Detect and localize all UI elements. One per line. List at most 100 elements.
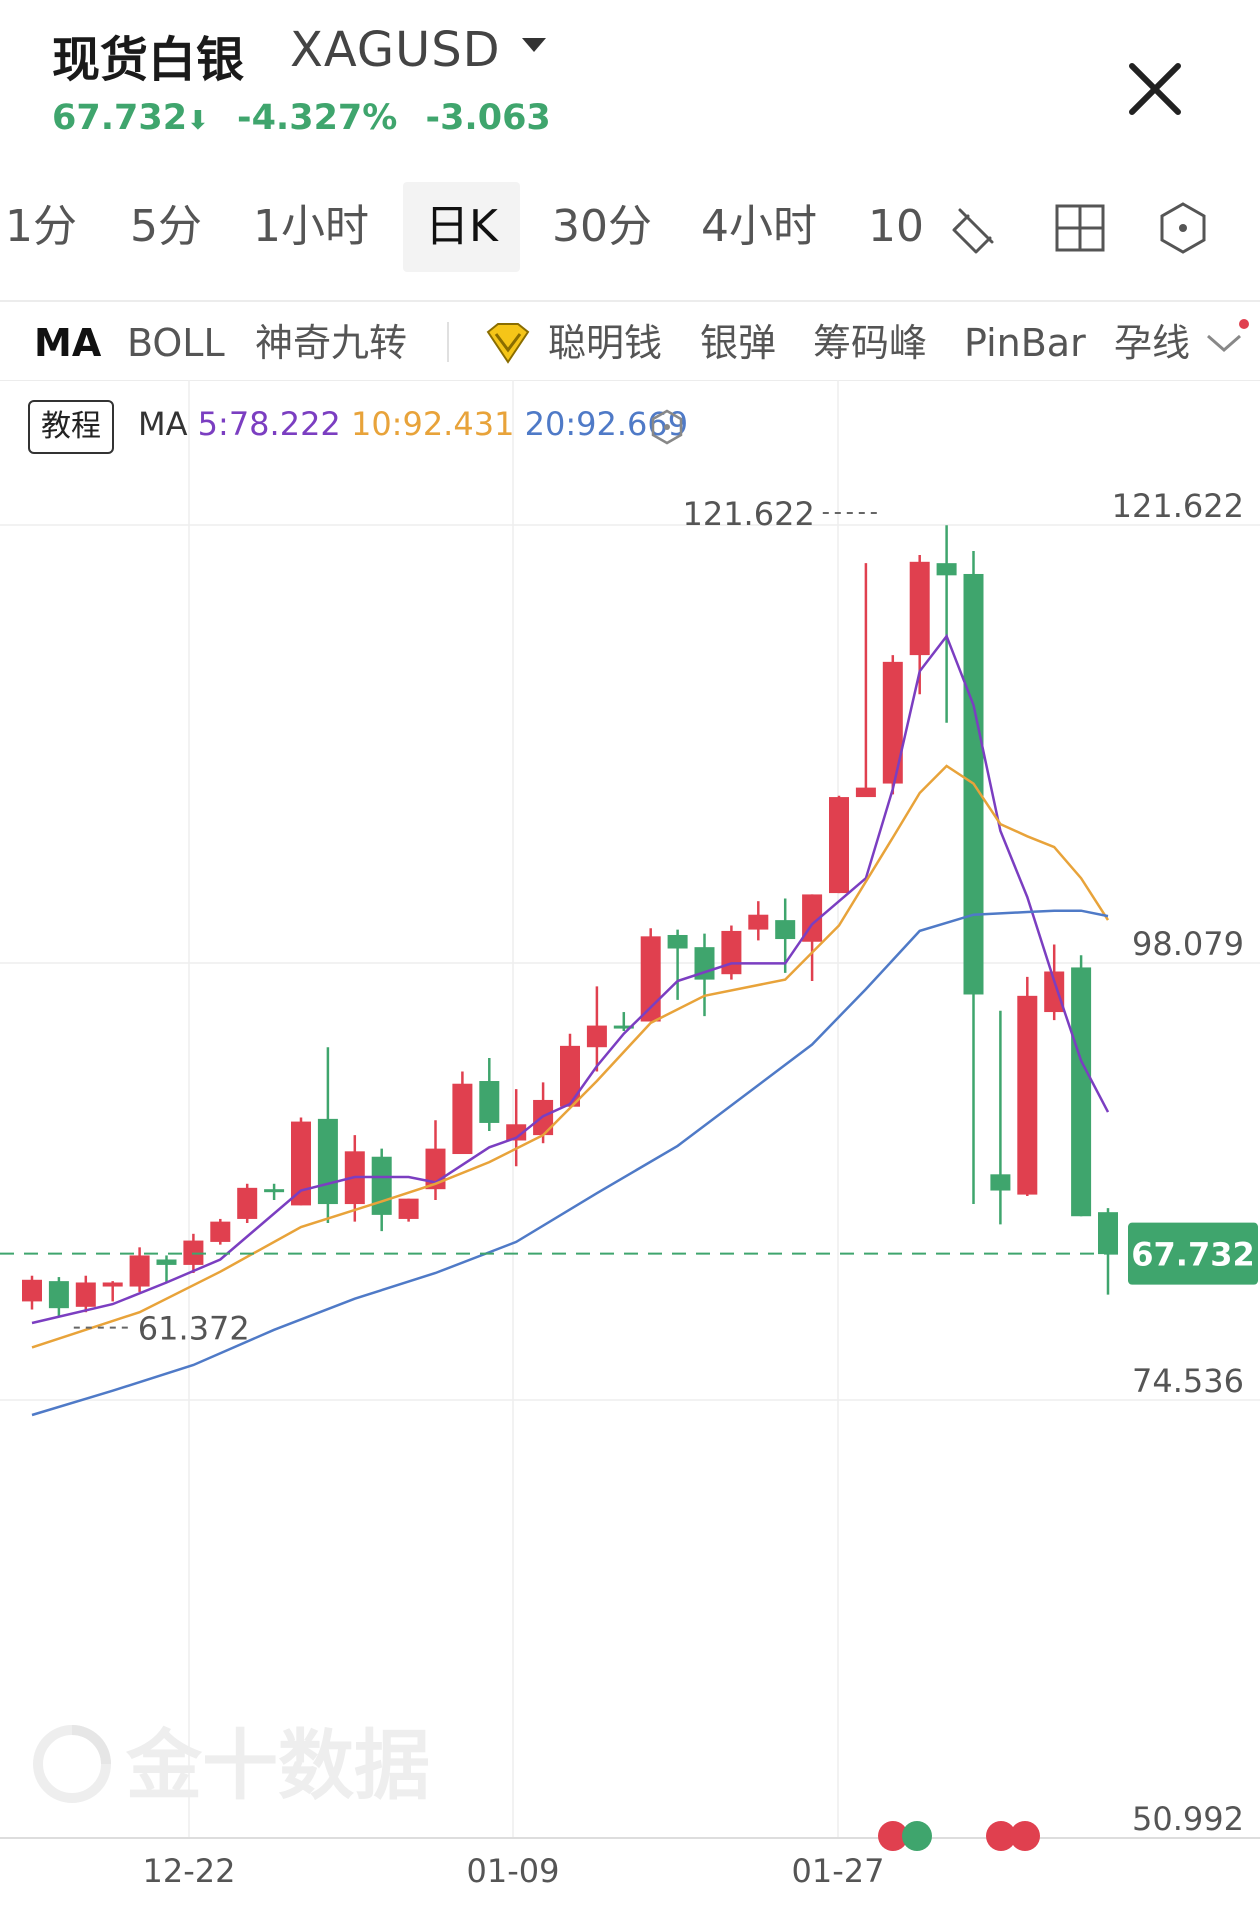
indicator-smart-money[interactable]: 聪明钱 — [548, 321, 663, 365]
candle[interactable] — [802, 894, 823, 981]
indicator-inside-bar[interactable]: 孕线 — [1114, 321, 1191, 365]
candle[interactable] — [425, 1120, 446, 1201]
tab-daily[interactable]: 日K — [403, 182, 520, 272]
indicator-chip-peak[interactable]: 筹码峰 — [813, 321, 928, 365]
candle-body — [560, 1045, 580, 1107]
candle-body — [264, 1189, 285, 1193]
ma5-line — [31, 633, 1110, 1325]
x-tick-label: 12-22 — [143, 1852, 236, 1890]
candle[interactable] — [882, 655, 903, 795]
y-tick-label: 98.079 — [1132, 925, 1244, 963]
chevron-down-icon[interactable] — [520, 34, 548, 54]
y-tick-label: 121.622 — [1112, 487, 1244, 525]
indicator-silver-bullet[interactable]: 银弹 — [700, 321, 777, 365]
instrument-symbol[interactable]: XAGUSD — [290, 22, 501, 78]
close-icon[interactable] — [1126, 60, 1184, 118]
candle-body — [990, 1174, 1011, 1191]
candle[interactable] — [990, 1010, 1011, 1225]
candle-body — [317, 1118, 338, 1205]
candle-body — [102, 1282, 123, 1287]
change-percent: -4.327% — [237, 98, 398, 138]
indicator-td-sequential[interactable]: 神奇九转 — [255, 321, 408, 365]
candle[interactable] — [748, 901, 769, 941]
candle[interactable] — [156, 1255, 177, 1283]
candle[interactable] — [560, 1033, 580, 1107]
tab-1min[interactable]: 1分 — [5, 201, 77, 252]
diamond-badge-icon — [486, 323, 530, 364]
watermark-text: 金十数据 — [125, 1721, 430, 1810]
tutorial-button[interactable]: 教程 — [28, 400, 114, 454]
chevron-down-icon[interactable] — [1200, 318, 1252, 364]
candle[interactable] — [963, 550, 984, 1205]
candle-body — [156, 1259, 177, 1265]
candle[interactable] — [936, 525, 957, 723]
candle[interactable] — [210, 1218, 231, 1245]
event-marker[interactable] — [986, 1821, 1016, 1851]
indicator-ma[interactable]: MA — [34, 321, 102, 365]
low-marker-label: 61.372 — [138, 1310, 250, 1348]
tab-10[interactable]: 10 — [868, 201, 924, 252]
candle[interactable] — [102, 1281, 123, 1302]
candle[interactable] — [1017, 976, 1038, 1196]
candle[interactable] — [721, 925, 742, 980]
indicator-pinbar[interactable]: PinBar — [964, 321, 1086, 365]
candle-body — [613, 1025, 634, 1029]
candle[interactable] — [129, 1247, 150, 1292]
candle[interactable] — [1071, 955, 1092, 1217]
candle-body — [398, 1198, 419, 1219]
candle-body — [1098, 1212, 1118, 1255]
candle[interactable] — [1098, 1208, 1118, 1295]
pencil-ruler-icon[interactable] — [946, 200, 1002, 256]
candle-body — [22, 1279, 42, 1302]
candle-body — [775, 920, 796, 940]
candle-body — [909, 561, 930, 656]
candle[interactable] — [291, 1117, 311, 1206]
candle-body — [506, 1124, 527, 1141]
candle[interactable] — [237, 1183, 258, 1223]
tab-4hour[interactable]: 4小时 — [701, 201, 817, 252]
candle[interactable] — [586, 986, 607, 1072]
candle-body — [237, 1187, 258, 1219]
candle[interactable] — [48, 1277, 69, 1317]
hexagon-settings-icon[interactable] — [648, 408, 686, 446]
event-marker[interactable] — [878, 1821, 908, 1851]
candle[interactable] — [506, 1089, 527, 1167]
candle[interactable] — [452, 1071, 473, 1155]
tab-30min[interactable]: 30分 — [552, 201, 652, 252]
candlestick-chart[interactable]: 金十数据 121.622 61.372 121.622 98.079 74.536 50… — [0, 380, 1260, 1917]
candle[interactable] — [667, 929, 688, 1000]
chart-grid — [0, 380, 1260, 1839]
current-price-label: 67.732 — [1131, 1236, 1254, 1274]
candle-body — [129, 1255, 150, 1287]
grid-layout-icon[interactable] — [1052, 200, 1108, 256]
candle[interactable] — [22, 1275, 42, 1310]
candle[interactable] — [855, 563, 876, 798]
divider — [447, 322, 449, 362]
event-marker[interactable] — [902, 1821, 932, 1851]
candle-body — [1071, 967, 1092, 1217]
candle[interactable] — [775, 898, 796, 973]
candle-body — [75, 1282, 96, 1307]
candle[interactable] — [264, 1183, 285, 1201]
candle[interactable] — [75, 1275, 96, 1313]
candle-body — [452, 1083, 473, 1155]
candle[interactable] — [317, 1047, 338, 1223]
ma10-line — [31, 764, 1110, 1349]
indicator-boll[interactable]: BOLL — [127, 321, 225, 365]
event-marker[interactable] — [1010, 1821, 1040, 1851]
ma-legend: MA 5:78.222 10:92.431 20:92.669 — [138, 405, 688, 443]
candle[interactable] — [371, 1148, 392, 1232]
hexagon-settings-icon[interactable] — [1155, 200, 1211, 256]
candle-body — [855, 787, 876, 798]
candle[interactable] — [829, 795, 849, 894]
candle-body — [748, 914, 769, 930]
candle[interactable] — [398, 1198, 419, 1222]
high-marker-label: 121.622 — [682, 495, 814, 533]
candle[interactable] — [479, 1058, 500, 1132]
candle[interactable] — [613, 1012, 634, 1031]
tab-1hour[interactable]: 1小时 — [253, 201, 369, 252]
watermark: 金十数据 — [33, 1721, 430, 1810]
tab-5min[interactable]: 5分 — [130, 201, 202, 252]
candle-body — [479, 1081, 500, 1123]
candle-body — [1044, 971, 1065, 1013]
